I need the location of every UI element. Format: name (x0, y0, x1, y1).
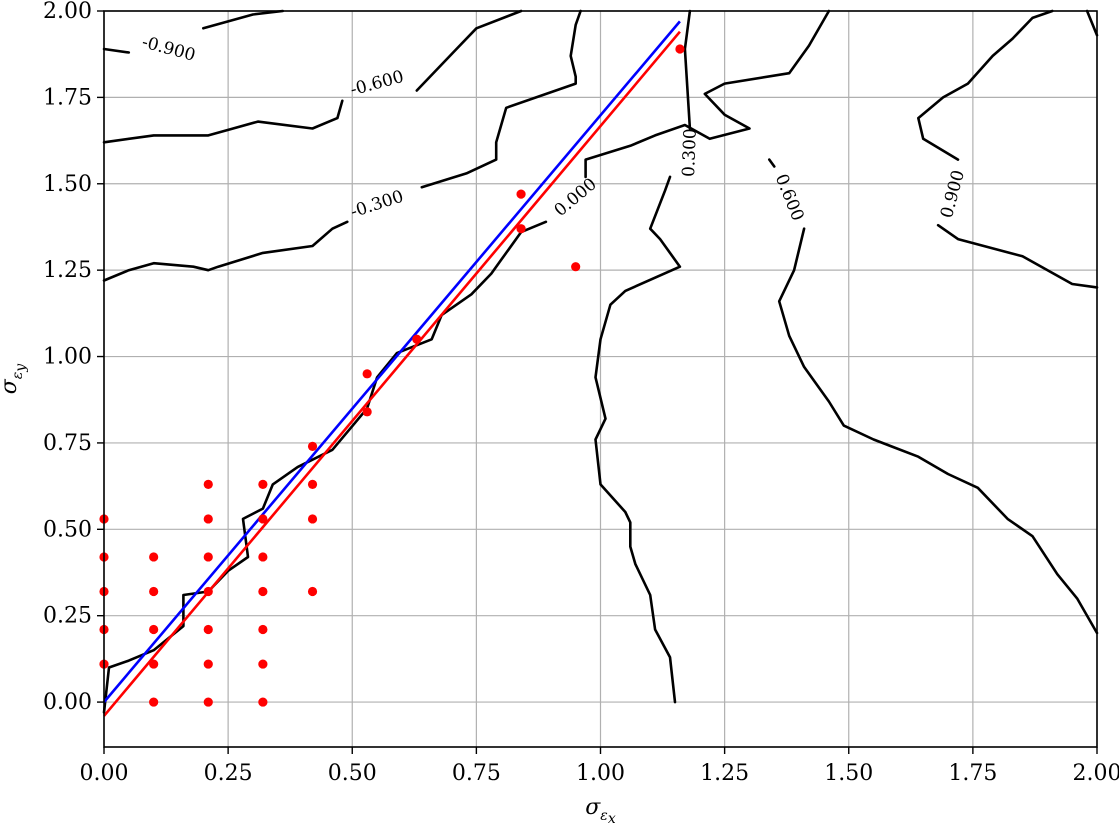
x-tick-label: 1.00 (576, 761, 625, 786)
scatter-point (362, 369, 372, 379)
scatter-point (571, 262, 581, 272)
contour-line (777, 227, 1099, 635)
contour-label: 0.600 (771, 171, 808, 224)
y-tick-label: 0.25 (43, 604, 92, 629)
contour-line (202, 9, 284, 30)
contour-line (683, 9, 692, 130)
contour-label: 0.900 (937, 168, 969, 220)
grid (103, 10, 1098, 747)
y-tick-label: 0.75 (43, 431, 92, 456)
scatter-point (258, 479, 268, 489)
scatter-points (99, 44, 685, 707)
contour-line (102, 220, 349, 282)
contour-label: 0.300 (679, 128, 701, 177)
scatter-point (412, 334, 422, 344)
fit-lines (103, 20, 681, 717)
x-tick-label: 1.25 (700, 761, 749, 786)
x-tick-label: 0.25 (204, 761, 253, 786)
y-tick-label: 1.75 (43, 85, 92, 110)
scatter-point (258, 552, 268, 562)
scatter-point (307, 586, 318, 597)
scatter-point (203, 514, 213, 524)
contour-label: -0.300 (348, 187, 406, 223)
y-tick-label: 0.50 (43, 517, 92, 542)
fit-line (103, 30, 681, 717)
x-tick-label: 1.75 (948, 761, 997, 786)
scatter-point (203, 624, 213, 635)
scatter-point (149, 697, 159, 707)
scatter-point (149, 586, 159, 597)
y-tick-label: 2.00 (43, 0, 92, 24)
contour-label: -0.600 (348, 67, 406, 100)
x-tick-label: 1.50 (824, 761, 873, 786)
y-tick-label: 1.00 (43, 345, 92, 370)
scatter-point (258, 514, 268, 524)
contour-line (584, 9, 831, 179)
contour-line (768, 158, 776, 168)
contour-line (102, 47, 131, 54)
scatter-point (516, 189, 526, 199)
contour-label: -0.900 (140, 32, 198, 65)
contour-line (917, 9, 1054, 161)
scatter-point (307, 441, 318, 451)
scatter-point (675, 44, 685, 54)
contour-line (1085, 9, 1099, 37)
scatter-point (258, 659, 268, 669)
contour-line (594, 175, 682, 704)
x-tick-label: 0.00 (80, 761, 129, 786)
scatter-point (307, 514, 318, 524)
scatter-point (203, 479, 213, 489)
contour-label: 0.000 (551, 174, 601, 221)
y-axis-label: σεy (0, 363, 29, 395)
scatter-point (203, 552, 213, 562)
scatter-point (149, 659, 159, 669)
axis-ticks: 0.00 0.25 0.50 0.75 1.00 1.25 1.50 1.75 2.00 0.00… (43, 0, 1119, 786)
contour-line (102, 99, 344, 144)
y-tick-label: 1.50 (43, 172, 92, 197)
fit-line (103, 20, 681, 703)
x-tick-label: 2.00 (1073, 761, 1119, 786)
scatter-point (149, 624, 159, 635)
scatter-point (362, 407, 372, 417)
y-tick-label: 1.25 (43, 258, 92, 283)
scatter-point (149, 552, 159, 562)
scatter-point (258, 586, 268, 597)
contour-line (415, 9, 523, 92)
scatter-point (258, 697, 268, 707)
contour-line (102, 220, 548, 714)
scatter-point (516, 224, 526, 234)
scatter-point (203, 586, 213, 597)
y-tick-label: 0.00 (43, 690, 92, 715)
x-tick-label: 0.50 (328, 761, 377, 786)
scatter-point (203, 659, 213, 669)
scatter-point (203, 697, 213, 707)
contour-line (420, 9, 582, 189)
scatter-point (307, 479, 318, 489)
scatter-point (258, 624, 268, 635)
x-axis-label: σεx (585, 795, 616, 825)
contour-line (936, 223, 1099, 289)
x-tick-label: 0.75 (452, 761, 501, 786)
